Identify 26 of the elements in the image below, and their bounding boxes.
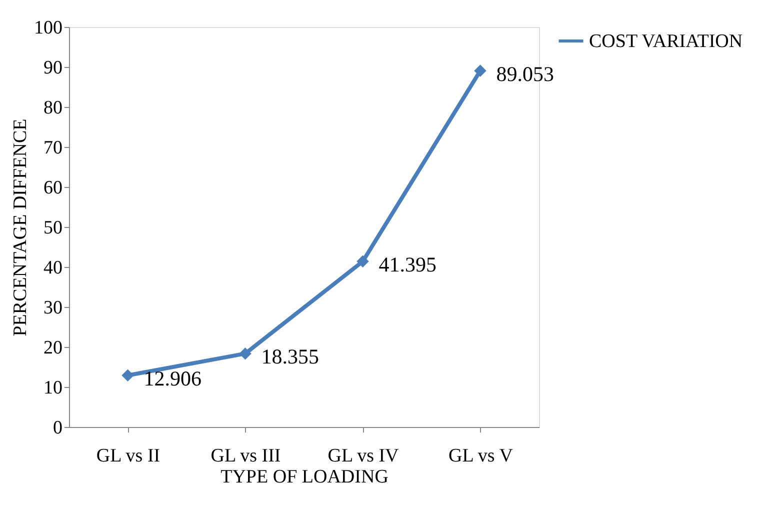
data-label: 18.355 <box>261 344 319 369</box>
y-tick-label: 100 <box>34 18 62 38</box>
y-tick-label: 20 <box>44 338 62 358</box>
point <box>356 255 369 268</box>
x-tick-label: GL vs IV <box>328 446 400 466</box>
data-label: 41.395 <box>378 252 436 276</box>
y-tick-label: 90 <box>44 58 62 78</box>
y-tick-label: 40 <box>44 258 62 278</box>
point <box>122 369 134 382</box>
data-label: 89.053 <box>496 62 554 86</box>
point <box>474 64 486 77</box>
y-tick-label: 10 <box>44 378 62 398</box>
x-tick-label: GL vs III <box>210 446 281 466</box>
legend-label: COST VARIATION <box>589 31 743 52</box>
data-label: 12.906 <box>144 366 202 390</box>
x-tick-label: GL vs II <box>96 446 160 466</box>
y-axis-title: PERCENTAGE DIFFENCE <box>10 118 31 336</box>
y-tick-label: 70 <box>44 138 62 158</box>
y-tick-label: 60 <box>44 178 62 198</box>
y-tick-label: 30 <box>44 298 62 318</box>
x-tick-label: GL vs V <box>448 446 514 466</box>
y-tick-label: 80 <box>44 98 62 118</box>
y-tick-label: 0 <box>53 418 62 438</box>
y-tick-label: 50 <box>44 218 62 238</box>
x-axis-title: TYPE OF LOADING <box>220 466 389 488</box>
point <box>239 347 252 360</box>
